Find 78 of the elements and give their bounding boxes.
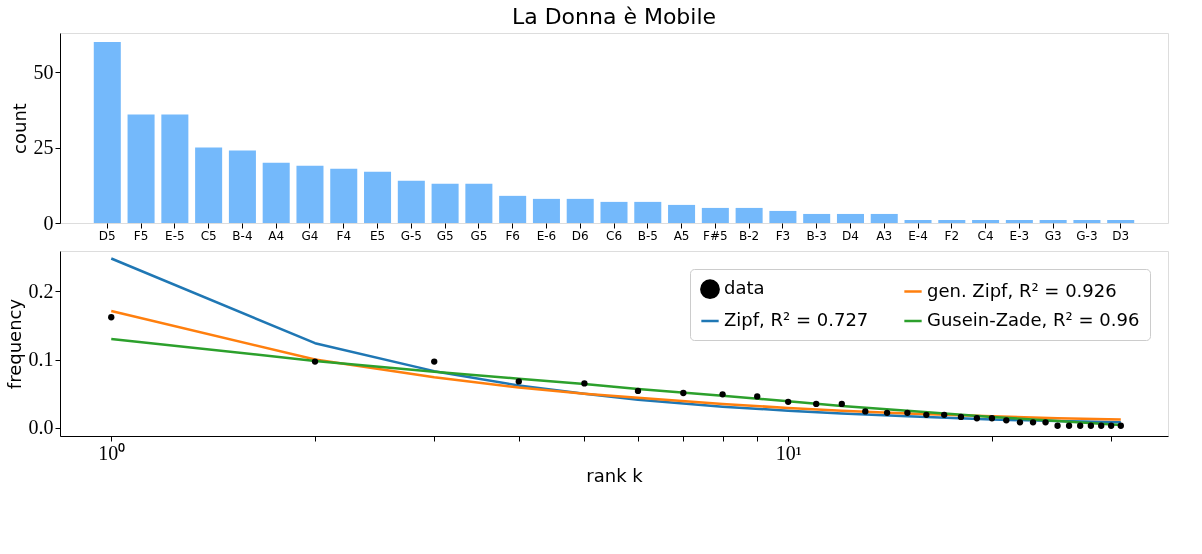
bar [600,201,628,223]
x-tick-label: E-5 [165,228,185,243]
bar [668,204,696,223]
x-tick-label: F6 [505,228,520,243]
x-tick-label: B-4 [232,228,253,243]
x-tick-label: B-3 [806,228,827,243]
bar [803,213,831,223]
x-tick-label: E-3 [1009,228,1030,243]
x-tick-label: F4 [336,228,352,243]
y-axis-title: count [8,103,30,154]
bar [465,183,493,223]
y-tick-label: 0.0 [28,416,54,439]
bar [499,195,527,223]
x-tick-label: E-6 [536,228,557,243]
x-tick-label: D4 [842,228,859,243]
bar [566,198,594,223]
bar [161,114,189,223]
bar [1107,219,1135,223]
bar [364,171,392,223]
x-tick-label: D3 [1112,228,1130,243]
x-tick-label: A3 [876,228,893,243]
bar [1039,219,1067,223]
x-tick-label: G4 [301,228,319,243]
bar [904,219,932,223]
legend-label: data [724,277,765,299]
bar [836,213,864,223]
bar [634,201,662,223]
x-tick-label: E5 [369,228,386,243]
y-tick-label: 0 [43,211,54,234]
x-tick-label: C5 [200,228,217,243]
bar [735,207,763,223]
bar [431,183,459,223]
x-tick-label: B-5 [637,228,658,243]
x-tick-label: A4 [268,228,285,243]
bar [397,180,425,223]
legend-label: Zipf, R² = 0.727 [724,309,869,330]
x-tick-label: D6 [571,228,589,243]
y-tick-label: 0.1 [28,348,54,371]
bar [870,213,898,223]
y-tick-label: 25 [33,136,54,159]
bar [296,165,324,223]
bar [769,210,797,223]
bar [532,198,560,223]
x-tick-label: F#5 [703,228,728,243]
x-tick-label: G5 [436,228,454,243]
x-tick-label: G3 [1044,228,1062,243]
bar [228,150,256,223]
legend-label: gen. Zipf, R² = 0.926 [927,279,1117,301]
y-tick-label: 50 [33,60,54,83]
x-tick-label: D5 [98,228,116,243]
x-tick-label: G-5 [400,228,422,243]
bar [972,219,1000,223]
bar [938,219,966,223]
bar [1073,219,1101,223]
x-tick-label: B-2 [739,228,760,243]
y-axis-title: frequency [3,298,25,390]
bar [195,147,223,223]
bar [330,168,358,223]
x-tick-label: A5 [673,228,690,243]
x-tick-label: G5 [470,228,488,243]
x-tick-label: F2 [944,228,960,243]
x-tick-label: F3 [775,228,791,243]
y-tick-label: 0.2 [28,279,54,302]
bar [262,162,290,223]
x-tick-label: G-3 [1076,228,1098,243]
x-tick-label: 10⁰ [98,441,126,464]
x-tick-label: C6 [605,228,623,243]
x-tick-label: 10¹ [775,441,802,464]
bar [127,114,155,223]
x-tick-label: F5 [133,228,149,243]
x-axis-title: rank k [586,464,644,486]
bar [1005,219,1033,223]
x-tick-label: C4 [977,228,994,243]
legend-label: Gusein-Zade, R² = 0.96 [927,309,1140,330]
chart-title: La Donna è Mobile [511,4,717,29]
x-tick-label: E-4 [908,228,928,243]
bar [701,207,729,223]
bar [93,42,121,223]
